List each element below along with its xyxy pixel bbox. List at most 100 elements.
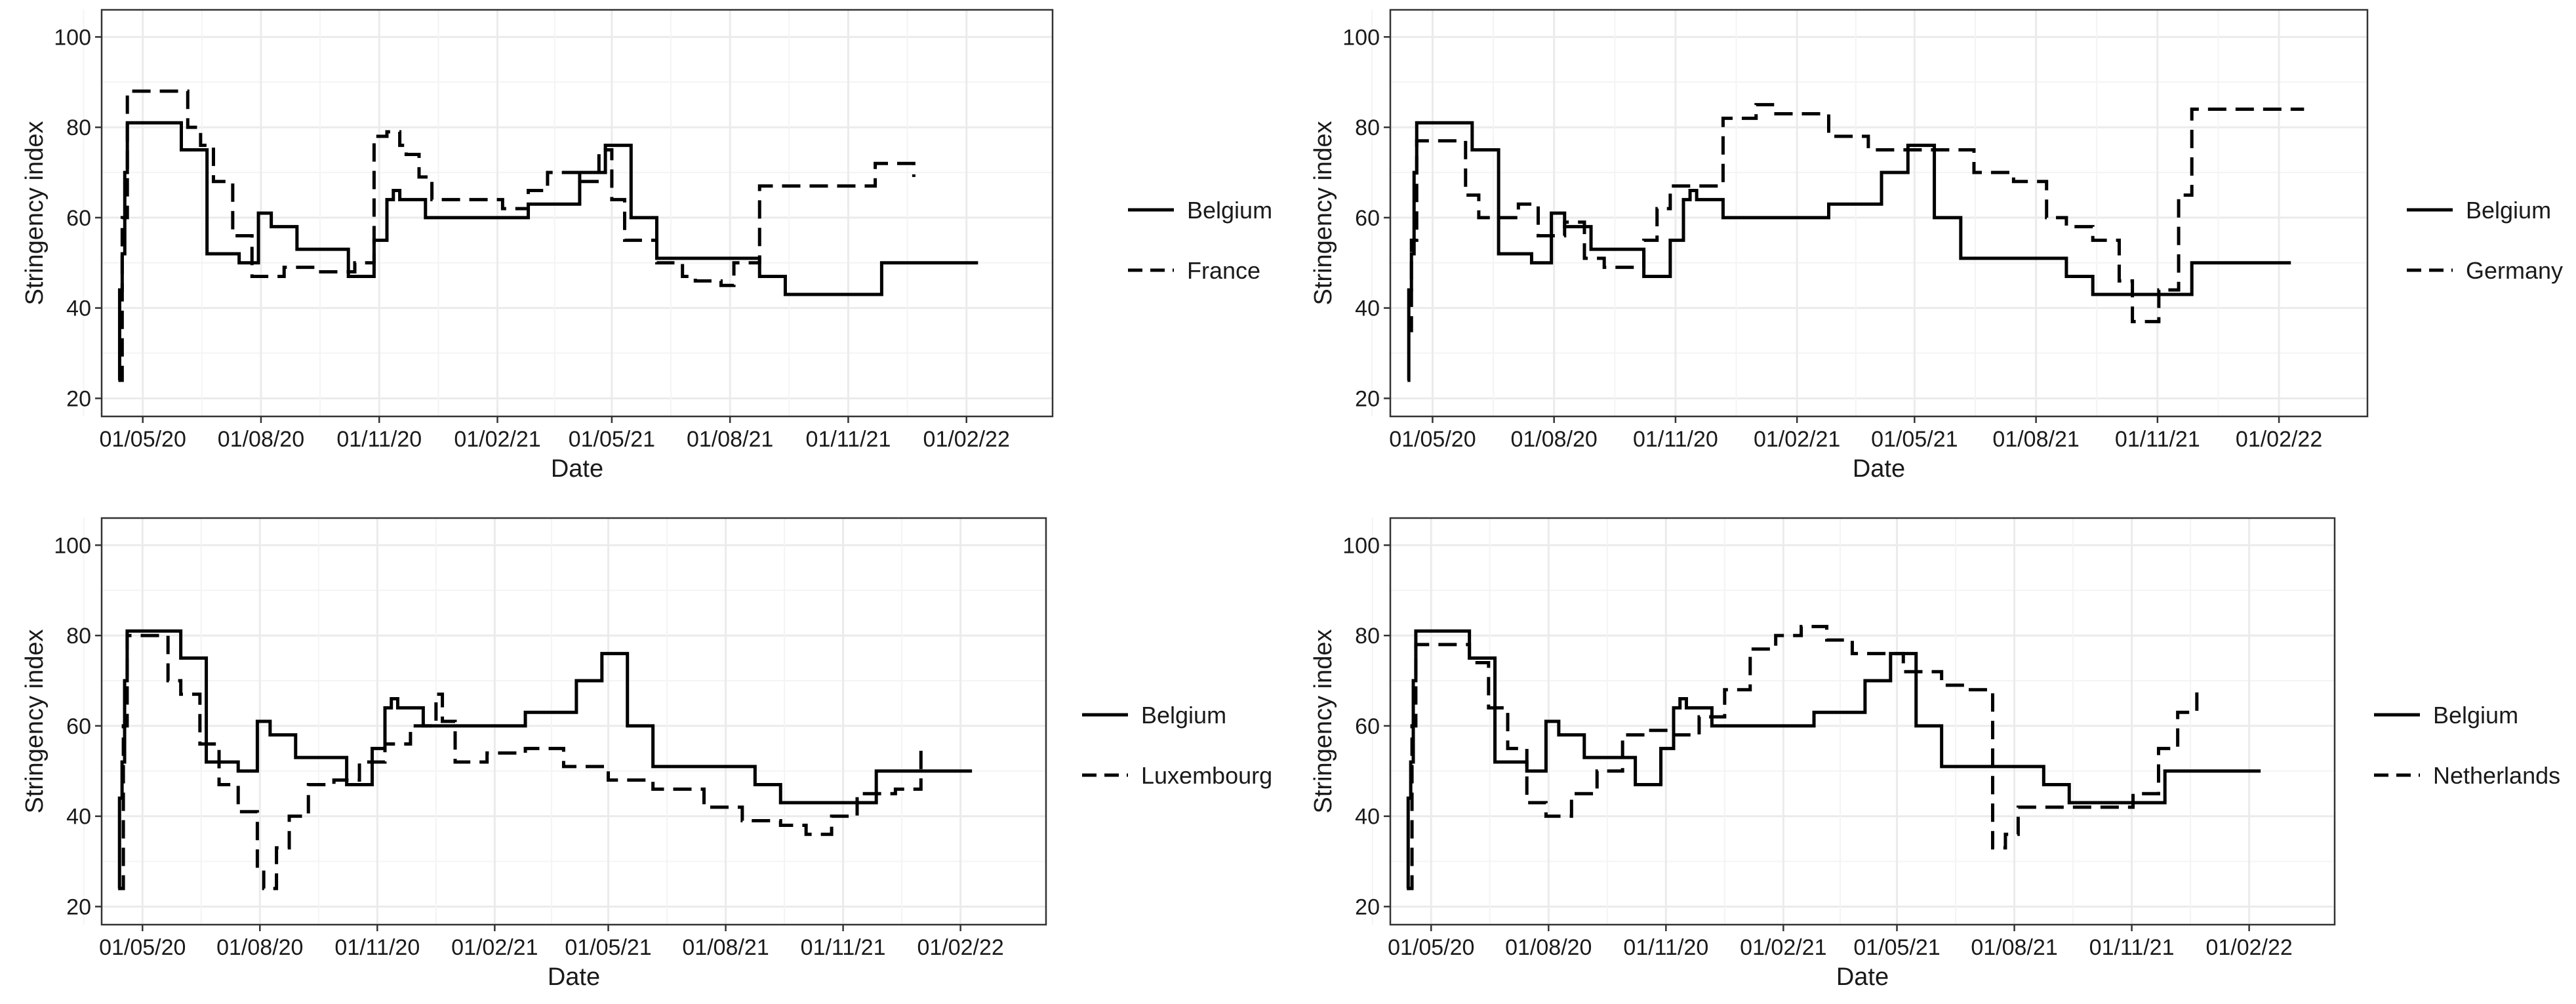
legend-label-netherlands: Netherlands [2433, 762, 2560, 789]
x-tick-label: 01/02/21 [451, 935, 538, 960]
y-tick-label: 40 [66, 805, 91, 830]
y-axis: 20 40 60 80 100 Stringency index [1310, 25, 1390, 411]
x-axis-title: Date [548, 963, 600, 991]
x-tick-label: 01/05/21 [1871, 427, 1958, 452]
grid [1371, 518, 2335, 925]
x-tick-label: 01/08/20 [1505, 935, 1592, 960]
y-axis: 20 40 60 80 100 Stringency index [21, 533, 102, 919]
series-line-belgium [117, 121, 978, 382]
y-tick-label: 20 [1355, 894, 1380, 919]
y-tick-label: 60 [66, 206, 91, 231]
y-tick-label: 100 [54, 25, 91, 50]
x-tick-label: 01/02/21 [1754, 427, 1840, 452]
legend-label-belgium: Belgium [1187, 197, 1272, 224]
y-tick-label: 40 [1355, 805, 1380, 830]
series-lines [117, 89, 978, 382]
x-axis-title: Date [551, 455, 603, 483]
x-tick-label: 01/05/20 [1388, 935, 1474, 960]
y-axis-title: Stringency index [21, 121, 49, 306]
x-tick-label: 01/11/21 [2115, 427, 2200, 452]
series-lines [1407, 103, 2304, 382]
series-line-france [118, 89, 916, 382]
x-axis: 01/05/20 01/08/20 01/11/20 01/02/21 01/05/21… [100, 416, 1010, 483]
legend: Belgium Luxembourg [1082, 702, 1272, 789]
y-axis-title: Stringency index [21, 630, 49, 814]
series-lines [1406, 624, 2261, 891]
chart-panel-1: 20 40 60 80 100 Stringency index 01/05/20 01/08… [21, 9, 1272, 483]
x-tick-label: 01/08/21 [687, 427, 773, 452]
x-tick-label: 01/08/20 [216, 935, 303, 960]
y-tick-label: 40 [1355, 296, 1380, 321]
x-tick-label: 01/02/22 [2236, 427, 2322, 452]
plot-border [1389, 517, 2336, 926]
y-tick-label: 100 [1342, 25, 1380, 50]
legend-label-germany: Germany [2466, 257, 2563, 284]
y-axis-title: Stringency index [1310, 630, 1337, 814]
plot-background [102, 10, 1053, 416]
grid [83, 10, 1053, 416]
legend-label-belgium: Belgium [1141, 702, 1226, 729]
x-tick-label: 01/08/20 [1510, 427, 1597, 452]
y-tick-label: 80 [1355, 115, 1380, 140]
x-tick-label: 01/08/21 [682, 935, 769, 960]
x-tick-label: 01/11/21 [806, 427, 891, 452]
chart-panel-3: 20 40 60 80 100 Stringency index 01/05/20 01/08… [21, 517, 1272, 991]
y-tick-label: 60 [1355, 714, 1380, 739]
series-line-luxembourg [118, 633, 923, 891]
grid [83, 518, 1046, 925]
legend-label-luxembourg: Luxembourg [1141, 762, 1272, 789]
x-tick-label: 01/05/20 [100, 427, 186, 452]
y-tick-label: 20 [66, 386, 91, 411]
y-tick-label: 60 [66, 714, 91, 739]
y-tick-label: 80 [66, 624, 91, 649]
series-line-belgium [117, 629, 973, 891]
x-tick-label: 01/02/22 [923, 427, 1010, 452]
series-line-netherlands [1407, 624, 2199, 891]
x-tick-label: 01/11/20 [336, 427, 422, 452]
legend: Belgium Germany [2407, 197, 2563, 284]
plot-border [100, 9, 1054, 418]
series-line-germany [1407, 103, 2304, 332]
series-line-belgium [1406, 629, 2261, 891]
x-tick-label: 01/11/20 [1623, 935, 1708, 960]
chart-panel-2: 20 40 60 80 100 Stringency index 01/05/20 01/08… [1310, 9, 2563, 483]
x-tick-label: 01/05/21 [569, 427, 655, 452]
legend-label-belgium: Belgium [2466, 197, 2551, 224]
x-tick-label: 01/11/21 [801, 935, 886, 960]
y-axis-title: Stringency index [1310, 121, 1337, 306]
x-tick-label: 01/08/20 [218, 427, 304, 452]
x-tick-label: 01/08/21 [1971, 935, 2057, 960]
plot-border [100, 517, 1047, 926]
x-tick-label: 01/05/21 [565, 935, 651, 960]
x-axis: 01/05/20 01/08/20 01/11/20 01/02/21 01/05/21… [1388, 925, 2293, 991]
x-tick-label: 01/02/22 [2205, 935, 2292, 960]
chart-panel-4: 20 40 60 80 100 Stringency index 01/05/20 01/08… [1310, 517, 2560, 991]
x-tick-label: 01/05/21 [1853, 935, 1940, 960]
y-tick-label: 100 [54, 533, 91, 558]
x-axis-title: Date [1836, 963, 1889, 991]
series-line-belgium [1407, 121, 2291, 382]
y-tick-label: 60 [1355, 206, 1380, 231]
x-axis-title: Date [1853, 455, 1905, 483]
legend-label-france: France [1187, 257, 1260, 284]
x-tick-label: 01/11/21 [2089, 935, 2175, 960]
x-axis: 01/05/20 01/08/20 01/11/20 01/02/21 01/05/21… [1389, 416, 2322, 483]
y-tick-label: 20 [1355, 386, 1380, 411]
y-axis: 20 40 60 80 100 Stringency index [21, 25, 102, 411]
y-tick-label: 40 [66, 296, 91, 321]
y-tick-label: 20 [66, 894, 91, 919]
plot-background [102, 518, 1046, 925]
legend: Belgium France [1128, 197, 1272, 284]
plot-border [1389, 9, 2369, 418]
series-lines [117, 629, 973, 891]
x-axis: 01/05/20 01/08/20 01/11/20 01/02/21 01/05/21… [99, 925, 1004, 991]
x-tick-label: 01/05/20 [99, 935, 186, 960]
legend: Belgium Netherlands [2374, 702, 2560, 789]
x-tick-label: 01/11/20 [1633, 427, 1718, 452]
y-tick-label: 80 [66, 115, 91, 140]
x-tick-label: 01/11/20 [334, 935, 420, 960]
y-axis: 20 40 60 80 100 Stringency index [1310, 533, 1390, 919]
x-tick-label: 01/08/21 [1992, 427, 2079, 452]
x-tick-label: 01/02/21 [1740, 935, 1826, 960]
